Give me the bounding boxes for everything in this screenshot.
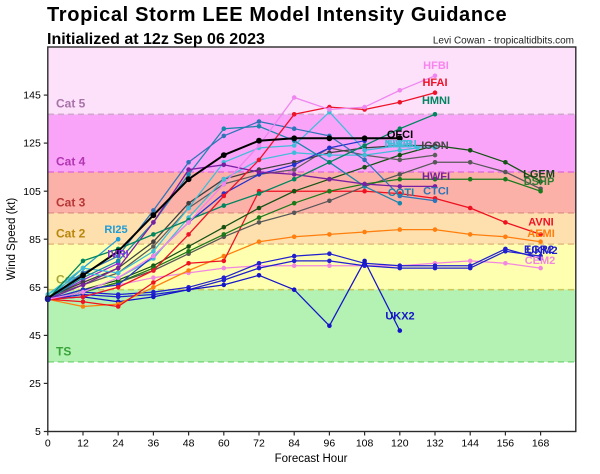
svg-text:HWFI: HWFI: [422, 171, 450, 183]
svg-text:72: 72: [253, 438, 265, 450]
svg-text:132: 132: [426, 438, 444, 450]
svg-text:COTI: COTI: [388, 187, 414, 199]
svg-text:24: 24: [112, 438, 124, 450]
svg-text:EGR2: EGR2: [524, 244, 554, 256]
svg-text:Cat 4: Cat 4: [56, 155, 86, 169]
svg-text:CTCI: CTCI: [423, 186, 449, 198]
svg-text:UKX2: UKX2: [385, 311, 414, 323]
svg-text:5: 5: [35, 426, 41, 438]
svg-text:ICON: ICON: [421, 140, 449, 152]
svg-text:108: 108: [356, 438, 374, 450]
svg-text:Cat 5: Cat 5: [56, 97, 86, 111]
svg-text:60: 60: [218, 438, 230, 450]
svg-text:Levi Cowan - tropicaltidbits.c: Levi Cowan - tropicaltidbits.com: [433, 36, 574, 47]
svg-text:LGEM: LGEM: [523, 169, 555, 181]
svg-text:0: 0: [45, 438, 51, 450]
svg-text:AEMI: AEMI: [527, 228, 555, 240]
svg-text:Cat 2: Cat 2: [56, 227, 86, 241]
svg-text:RI25: RI25: [104, 224, 127, 236]
svg-text:UKM2: UKM2: [526, 245, 557, 257]
svg-text:36: 36: [148, 438, 160, 450]
svg-text:48: 48: [183, 438, 195, 450]
svg-text:Cat 3: Cat 3: [56, 196, 86, 210]
svg-text:105: 105: [23, 186, 41, 198]
svg-text:85: 85: [29, 234, 41, 246]
svg-text:168: 168: [532, 438, 550, 450]
svg-text:TS: TS: [56, 345, 71, 359]
svg-text:125: 125: [23, 138, 41, 150]
svg-text:120: 120: [391, 438, 409, 450]
svg-text:CEM2: CEM2: [525, 255, 556, 267]
svg-text:Initialized at 12z Sep 06 2023: Initialized at 12z Sep 06 2023: [47, 31, 265, 48]
svg-text:145: 145: [23, 90, 41, 102]
svg-text:96: 96: [324, 438, 336, 450]
svg-text:25: 25: [29, 378, 41, 390]
svg-text:144: 144: [461, 438, 479, 450]
svg-text:156: 156: [497, 438, 515, 450]
svg-text:12: 12: [77, 438, 89, 450]
svg-text:84: 84: [288, 438, 300, 450]
svg-text:IVRI: IVRI: [107, 249, 128, 261]
svg-text:OFCI: OFCI: [387, 129, 413, 141]
svg-text:AVNI: AVNI: [528, 217, 553, 229]
svg-text:HFAI: HFAI: [422, 77, 447, 89]
svg-text:Wind Speed (kt): Wind Speed (kt): [6, 198, 18, 281]
svg-text:HWBI: HWBI: [387, 139, 416, 151]
svg-text:HMNI: HMNI: [422, 95, 450, 107]
svg-text:HFBI: HFBI: [423, 60, 449, 72]
svg-text:65: 65: [29, 282, 41, 294]
svg-text:Forecast Hour: Forecast Hour: [275, 453, 348, 465]
svg-text:DSHP: DSHP: [524, 176, 555, 188]
svg-text:NVGI: NVGI: [385, 139, 412, 151]
svg-text:45: 45: [29, 330, 41, 342]
svg-text:Tropical Storm LEE Model Inten: Tropical Storm LEE Model Intensity Guida…: [47, 4, 507, 26]
